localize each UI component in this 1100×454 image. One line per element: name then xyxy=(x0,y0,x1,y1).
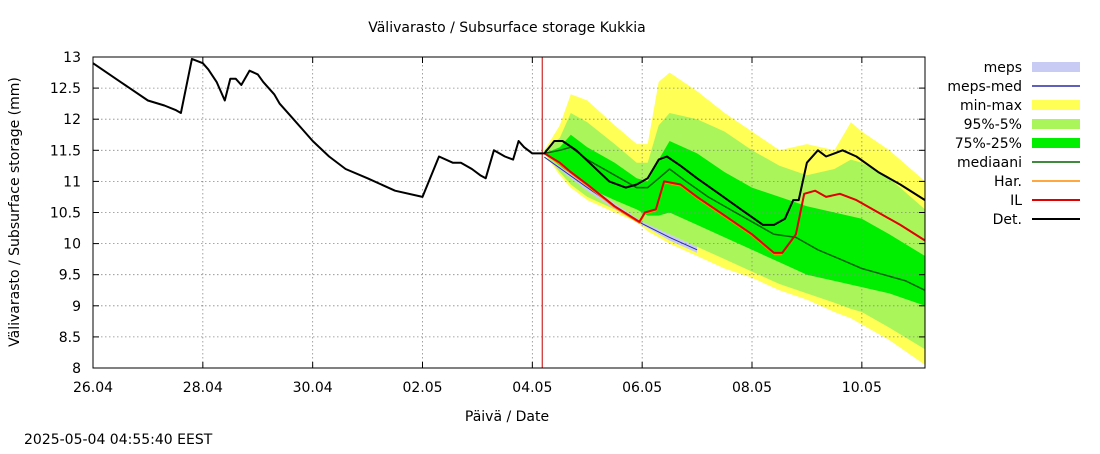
y-tick-label: 12.5 xyxy=(50,81,81,97)
legend-label-meps_med: meps-med xyxy=(947,79,1022,95)
y-tick-label: 11 xyxy=(63,174,81,190)
legend-label-meps: meps xyxy=(984,60,1022,76)
x-tick-label: 04.05 xyxy=(512,380,552,396)
y-tick-label: 11.5 xyxy=(50,143,81,159)
legend-label-mediaani: mediaani xyxy=(957,155,1022,171)
y-tick-label: 13 xyxy=(63,50,81,66)
legend-swatch-minmax xyxy=(1032,100,1080,110)
y-tick-label: 9 xyxy=(72,299,81,315)
timestamp: 2025-05-04 04:55:40 EEST xyxy=(24,432,213,448)
legend: meps meps-med min-max 95%-5% 75%-25% mediaani… xyxy=(947,60,1080,228)
x-axis-label: Päivä / Date xyxy=(465,409,549,425)
axes xyxy=(92,56,926,369)
series-il-line xyxy=(543,152,926,254)
y-tick-label: 9.5 xyxy=(59,268,81,284)
legend-label-det: Det. xyxy=(993,212,1022,228)
legend-swatch-p75_25 xyxy=(1032,138,1080,148)
y-tick-label: 8.5 xyxy=(59,330,81,346)
y-tick-label: 10 xyxy=(63,237,81,253)
band-p75_25 xyxy=(544,134,925,306)
legend-label-har: Har. xyxy=(994,174,1022,190)
legend-label-p75_25: 75%-25% xyxy=(955,136,1022,152)
x-tick-label: 28.04 xyxy=(183,380,223,396)
x-tick-label: 10.05 xyxy=(842,380,882,396)
legend-label-minmax: min-max xyxy=(960,98,1022,114)
tick-labels: 26.04 28.04 30.04 02.05 04.05 06.05 08.05 10.05… xyxy=(50,50,882,396)
legend-label-p95_5: 95%-5% xyxy=(964,117,1022,133)
band-layer xyxy=(544,72,925,365)
legend-swatch-p95_5 xyxy=(1032,119,1080,129)
legend-swatch-meps xyxy=(1032,62,1080,72)
x-tick-label: 26.04 xyxy=(73,380,113,396)
y-axis-label: Välivarasto / Subsurface storage (mm) xyxy=(7,77,23,347)
x-tick-label: 30.04 xyxy=(293,380,333,396)
legend-label-il: IL xyxy=(1010,193,1022,209)
x-tick-label: 08.05 xyxy=(732,380,772,396)
y-tick-label: 10.5 xyxy=(50,206,81,222)
chart-title: Välivarasto / Subsurface storage Kukkia xyxy=(368,20,646,36)
series-layer xyxy=(92,57,926,368)
x-tick-label: 06.05 xyxy=(622,380,662,396)
grid xyxy=(93,57,925,368)
series-det-line xyxy=(92,57,926,226)
y-tick-label: 12 xyxy=(63,112,81,128)
x-tick-label: 02.05 xyxy=(402,380,442,396)
series-mediaani-line xyxy=(544,146,926,291)
y-tick-label: 8 xyxy=(72,361,81,377)
